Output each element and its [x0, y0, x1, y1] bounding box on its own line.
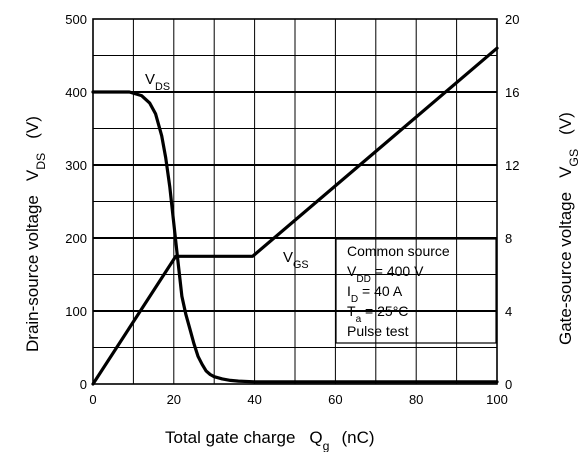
x-axis-title: Total gate charge Qg (nC) — [165, 428, 375, 452]
y-right-tick-label: 12 — [505, 158, 519, 173]
y-left-tick-label: 100 — [65, 304, 87, 319]
y-right-tick-label: 0 — [505, 377, 512, 392]
annotation-line-5: Pulse test — [347, 323, 409, 339]
x-tick-label: 80 — [409, 392, 423, 407]
x-tick-label: 40 — [247, 392, 261, 407]
y-right-tick-label: 20 — [505, 12, 519, 27]
y-axis-title-left: Drain-source voltageVDS(V) — [23, 116, 48, 352]
x-tick-label: 20 — [167, 392, 181, 407]
annotation-line-4: Ta = 25°C — [347, 303, 408, 325]
annotation-line-1: Common source — [347, 243, 450, 259]
x-tick-label: 100 — [486, 392, 508, 407]
y-left-tick-label: 500 — [65, 12, 87, 27]
y-left-tick-label: 400 — [65, 85, 87, 100]
y-right-tick-label: 4 — [505, 304, 512, 319]
series-line-vds — [91, 90, 499, 384]
y-left-tick-label: 200 — [65, 231, 87, 246]
y-axis-title-right: Gate-source voltageVGS(V) — [556, 112, 581, 345]
annotation-line-3: ID = 40 A — [347, 283, 403, 305]
y-left-tick-label: 0 — [80, 377, 87, 392]
plot-frame — [92, 18, 498, 385]
series-layer — [91, 46, 499, 386]
x-tick-label: 0 — [89, 392, 96, 407]
y-left-tick-label: 300 — [65, 158, 87, 173]
series-label-vgs: VGS — [283, 249, 309, 271]
series-line-vgs — [91, 46, 499, 386]
y-right-tick-label: 16 — [505, 85, 519, 100]
y-right-tick-label: 8 — [505, 231, 512, 246]
series-label-vds: VDS — [145, 71, 170, 93]
x-tick-label: 60 — [328, 392, 342, 407]
annotation-line-2: VDD = 400 V — [347, 263, 424, 285]
